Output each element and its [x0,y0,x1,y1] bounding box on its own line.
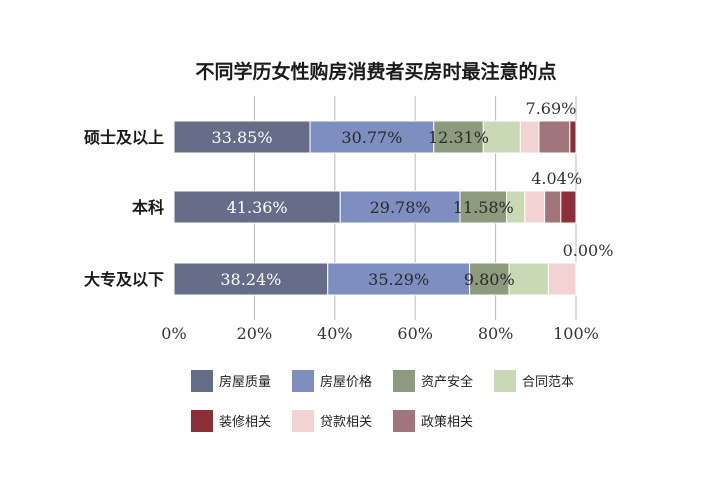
bar-segment-1-6 [560,190,577,224]
legend-label-5: 政策相关 [421,414,473,430]
legend-swatch-3 [494,370,516,392]
category-label-2: 大专及以下 [84,270,164,289]
x-tick-label-20: 20% [237,324,273,343]
bar-segment-1-2 [459,190,508,224]
bar-segment-1-5 [544,190,562,224]
data-label-0-5: 7.69% [526,99,577,118]
bar-segment-0-1 [309,120,435,154]
bar-segment-1-4 [524,190,546,224]
legend-swatch-1 [292,370,314,392]
legend-swatch-2 [393,370,415,392]
legend-swatch-5 [393,410,415,432]
data-label-2-1: 35.29% [368,270,429,289]
x-tick-label-60: 60% [397,324,433,343]
bar-segment-2-0 [173,262,329,296]
legend-label-2: 资产安全 [421,374,473,390]
legend-label-3: 合同范本 [522,375,574,390]
bar-segment-0-4 [519,120,540,154]
x-tick-label-80: 80% [478,324,514,343]
bar-segment-1-1 [339,190,461,224]
category-label-0: 硕士及以上 [84,128,164,147]
data-label-1-5: 4.04% [531,169,582,188]
legend-swatch-6 [191,410,213,432]
legend-label-0: 房屋质量 [219,374,271,390]
bar-segment-0-2 [433,120,484,154]
x-tick-label-100: 100% [553,324,599,343]
legend-label-6: 装修相关 [219,415,271,430]
chart-title: 不同学历女性购房消费者买房时最注意的点 [195,60,556,83]
labels-layer: 33.85% 30.77% 12.31% 7.69% 41.36% 29.78% 11.58… [212,99,614,289]
category-label-1: 本科 [132,198,164,217]
data-label-0-2: 12.31% [428,128,489,147]
data-label-1-2: 11.58% [453,198,514,217]
data-label-0-0: 33.85% [212,128,273,147]
bar-segment-2-4 [547,262,577,296]
bar-segment-0-5 [538,120,571,154]
x-tick-label-0: 0% [161,324,186,343]
bar-segment-2-2 [469,262,510,296]
legend-swatch-4 [292,410,314,432]
bar-segment-0-6 [569,120,577,154]
legend-label-4: 贷款相关 [320,415,372,430]
x-tick-label-40: 40% [317,324,353,343]
bar-segment-2-3 [508,262,549,296]
data-label-2-5: 0.00% [563,241,614,260]
data-label-0-1: 30.77% [341,128,402,147]
legend-swatch-0 [191,370,213,392]
data-label-2-2: 9.80% [464,270,515,289]
data-label-1-1: 29.78% [370,198,431,217]
bars-layer [173,120,577,296]
legend-label-1: 房屋价格 [320,374,372,390]
data-label-2-0: 38.24% [220,270,281,289]
data-label-1-0: 41.36% [227,198,288,217]
bar-segment-0-0 [173,120,311,154]
